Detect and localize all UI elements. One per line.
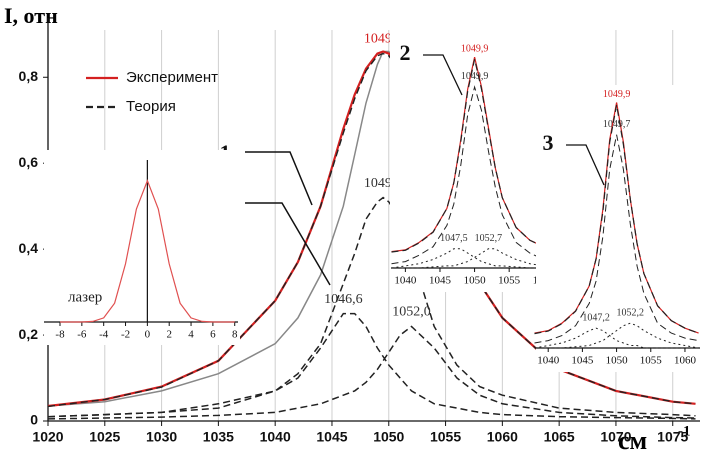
x-tick-label: -8 <box>55 329 65 341</box>
x-tick-label: 4 <box>188 329 194 341</box>
component-curve <box>391 248 558 269</box>
component-curve <box>47 196 696 418</box>
x-axis-label-sup: -1 <box>678 423 691 439</box>
peak-label: 1049,9 <box>461 43 489 54</box>
peak-label: 1049,9 <box>603 89 631 100</box>
x-tick-label: 6 <box>210 329 216 341</box>
x-tick-label: 1025 <box>89 429 120 445</box>
x-axis-label: см <box>618 426 647 455</box>
x-tick-label: 1070 <box>600 429 631 445</box>
x-tick-label: 1055 <box>640 355 663 367</box>
peak-label: 1049,9 <box>461 71 489 82</box>
x-tick-label: 0 <box>145 329 151 341</box>
y-tick-label: 0,4 <box>19 240 39 256</box>
y-tick-label: 0 <box>30 412 38 428</box>
x-tick-label: 1045 <box>429 275 452 287</box>
component-curve <box>391 85 558 265</box>
x-tick-label: 1040 <box>537 355 560 367</box>
component-curve <box>47 312 696 420</box>
x-tick-label: 1065 <box>544 429 575 445</box>
callout-label: 2 <box>400 40 411 65</box>
peak-label: 1052,2 <box>617 307 645 318</box>
callout-leader <box>245 202 331 286</box>
x-tick-label: 1020 <box>32 429 63 445</box>
y-tick-label: 0,6 <box>19 154 39 170</box>
callout-leader <box>423 54 463 96</box>
peak-label: 1052,0 <box>392 305 431 320</box>
x-tick-label: 1040 <box>394 275 417 287</box>
component-curve <box>534 327 699 349</box>
x-tick-label: 1045 <box>316 429 347 445</box>
y-tick-label: 0,8 <box>19 68 39 84</box>
callout-leader <box>245 151 313 206</box>
component-curve <box>534 134 699 344</box>
x-tick-label: 1060 <box>487 429 518 445</box>
x-tick-label: 1040 <box>260 429 291 445</box>
legend-label: Эксперимент <box>126 69 218 86</box>
x-tick-label: -6 <box>77 329 87 341</box>
x-tick-label: -4 <box>99 329 109 341</box>
x-tick-label: 1050 <box>464 275 487 287</box>
legend-label: Теория <box>126 98 176 115</box>
inset-label: лазер <box>68 289 102 305</box>
x-tick-label: 1055 <box>498 275 521 287</box>
x-tick-label: 1030 <box>146 429 177 445</box>
inset-background <box>536 85 704 372</box>
x-tick-label: 1045 <box>571 355 594 367</box>
y-tick-label: 0,2 <box>19 326 39 342</box>
series-curve <box>60 179 235 323</box>
x-tick-label: 1075 <box>657 429 688 445</box>
series-curve <box>391 56 558 253</box>
callout-leader <box>566 144 605 186</box>
x-tick-label: 2 <box>166 329 172 341</box>
y-axis-label: I, отн <box>4 3 58 28</box>
x-tick-label: 8 <box>232 329 238 341</box>
x-tick-label: 1035 <box>203 429 234 445</box>
x-tick-label: 1055 <box>430 429 461 445</box>
callout-label: 3 <box>543 130 554 155</box>
series-curve <box>534 102 699 334</box>
peak-label: 1046,6 <box>324 292 363 307</box>
inset-background <box>44 150 240 345</box>
series-curve <box>47 52 696 408</box>
peak-label: 1047,5 <box>440 233 468 244</box>
series-curve <box>391 59 558 253</box>
x-tick-label: 1050 <box>373 429 404 445</box>
peak-label: 1052,7 <box>475 233 503 244</box>
peak-label: 1047,2 <box>582 312 610 323</box>
component-curve <box>534 322 699 349</box>
peak-label: 1049,7 <box>603 119 631 130</box>
x-tick-label: 1060 <box>674 355 697 367</box>
x-tick-label: 1050 <box>606 355 629 367</box>
x-tick-label: -2 <box>121 329 130 341</box>
